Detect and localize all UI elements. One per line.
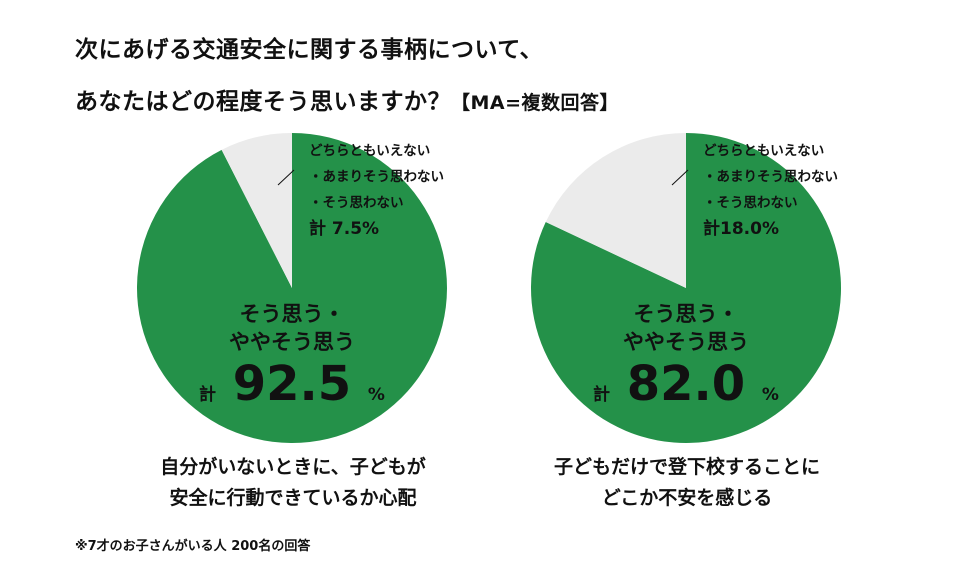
percent-sign: % [367, 385, 385, 405]
agree-line: ややそう思う [623, 330, 749, 354]
disagree-label-2: どちらともいえない ・あまりそう思わない ・そう思わない 計18.0% [703, 138, 838, 242]
agree-line: ややそう思う [229, 330, 355, 354]
disagree-line: ・そう思わない [703, 195, 798, 211]
agree-value: 92.5 [232, 356, 352, 412]
total-prefix: 計 [593, 385, 611, 405]
disagree-line: どちらともいえない [309, 143, 431, 159]
disagree-total: 計18.0% [703, 219, 779, 239]
disagree-total: 計 7.5% [309, 219, 380, 239]
disagree-line: どちらともいえない [703, 143, 825, 159]
percent-sign: % [761, 385, 779, 405]
title-question: あなたはどの程度そう思いますか？ [75, 89, 451, 115]
pie-slice-disagree [221, 133, 292, 288]
agree-value: 82.0 [626, 356, 746, 412]
leader-line [277, 169, 295, 186]
agree-label-2: そう思う・ ややそう思う 計 82.0 % [566, 300, 806, 423]
total-prefix: 計 [199, 385, 217, 405]
leader-line [671, 169, 689, 186]
agree-line: そう思う・ [633, 302, 739, 326]
agree-line: そう思う・ [239, 302, 345, 326]
disagree-line: ・そう思わない [309, 195, 404, 211]
footnote: ※7才のお子さんがいる人 200名の回答 [75, 539, 311, 554]
pie-chart-2 [531, 133, 841, 443]
caption-line: 安全に行動できているか心配 [169, 487, 417, 509]
disagree-label-1: どちらともいえない ・あまりそう思わない ・そう思わない 計 7.5% [309, 138, 444, 242]
disagree-line: ・あまりそう思わない [309, 169, 444, 185]
caption-line: 子どもだけで登下校することに [553, 456, 820, 478]
pie-chart-1 [136, 133, 447, 443]
caption-line: どこか不安を感じる [601, 487, 773, 509]
pie-slice-disagree [545, 133, 686, 288]
disagree-line: ・あまりそう思わない [703, 169, 838, 185]
caption-line: 自分がいないときに、子どもが [160, 456, 426, 478]
title-line-1: 次にあげる交通安全に関する事柄について、 [75, 37, 544, 63]
pie-slice-agree [136, 133, 447, 443]
agree-label-1: そう思う・ ややそう思う 計 92.5 % [172, 300, 412, 423]
title-tag: 【MA=複数回答】 [451, 92, 620, 114]
caption-1: 自分がいないときに、子どもが 安全に行動できているか心配 [123, 452, 463, 514]
caption-2: 子どもだけで登下校することに どこか不安を感じる [517, 452, 857, 514]
title-line-2: あなたはどの程度そう思いますか？【MA=複数回答】 [75, 82, 619, 116]
